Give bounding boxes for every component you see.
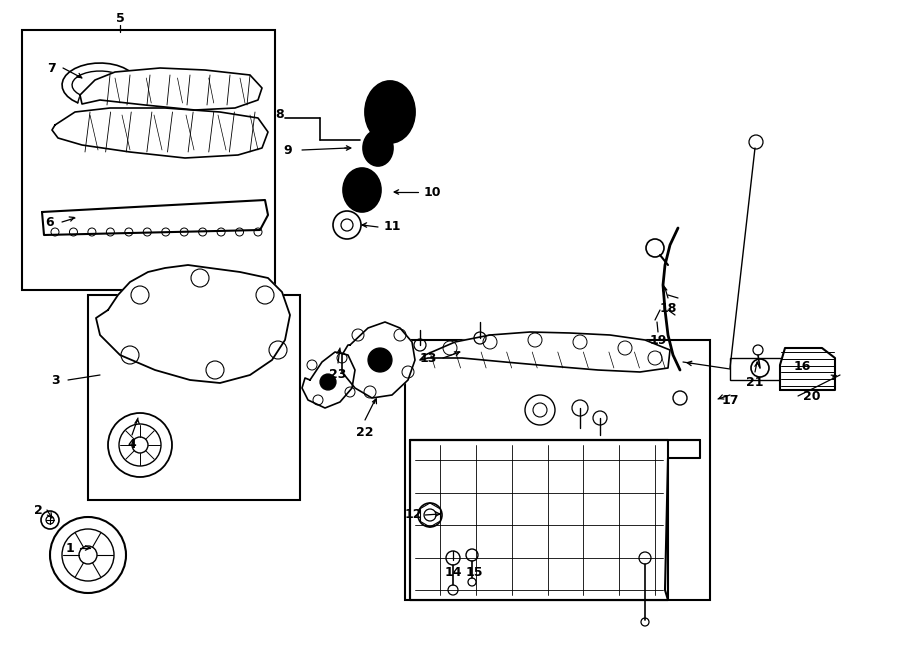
Polygon shape [780, 348, 835, 390]
Text: 21: 21 [746, 375, 764, 389]
Text: 18: 18 [660, 301, 677, 315]
Text: 15: 15 [465, 566, 482, 578]
Circle shape [324, 378, 332, 386]
Ellipse shape [373, 90, 407, 134]
Polygon shape [52, 108, 268, 158]
Text: 23: 23 [329, 368, 346, 381]
Text: 10: 10 [423, 186, 441, 198]
Text: 17: 17 [721, 393, 739, 407]
Circle shape [320, 374, 336, 390]
Text: 13: 13 [419, 352, 436, 364]
Text: 6: 6 [46, 215, 54, 229]
Text: 16: 16 [793, 360, 811, 373]
Polygon shape [96, 265, 290, 383]
Polygon shape [80, 68, 262, 110]
Text: 19: 19 [649, 334, 667, 346]
Bar [405, 340, 710, 600]
Circle shape [383, 105, 397, 119]
Text: 2: 2 [33, 504, 42, 516]
Bar [88, 295, 300, 500]
Bar [22, 30, 275, 290]
Text: 12: 12 [404, 508, 422, 522]
Ellipse shape [369, 137, 387, 159]
Text: 20: 20 [803, 389, 821, 403]
Polygon shape [410, 440, 700, 600]
Polygon shape [342, 322, 415, 398]
Text: 11: 11 [383, 221, 400, 233]
Polygon shape [302, 352, 355, 408]
Text: 7: 7 [48, 61, 57, 75]
Circle shape [368, 348, 392, 372]
Text: 4: 4 [128, 438, 137, 451]
Circle shape [374, 354, 386, 366]
Text: 3: 3 [50, 373, 59, 387]
Text: 5: 5 [115, 11, 124, 24]
Text: 22: 22 [356, 426, 374, 438]
Text: 9: 9 [284, 143, 292, 157]
Text: 14: 14 [445, 566, 462, 578]
Bar [730, 358, 798, 380]
Ellipse shape [343, 168, 381, 212]
Text: 1: 1 [66, 541, 75, 555]
Polygon shape [42, 200, 268, 235]
Ellipse shape [350, 175, 374, 205]
Text: 8: 8 [275, 108, 284, 122]
Ellipse shape [363, 130, 393, 166]
Polygon shape [420, 332, 670, 372]
Ellipse shape [365, 81, 415, 143]
